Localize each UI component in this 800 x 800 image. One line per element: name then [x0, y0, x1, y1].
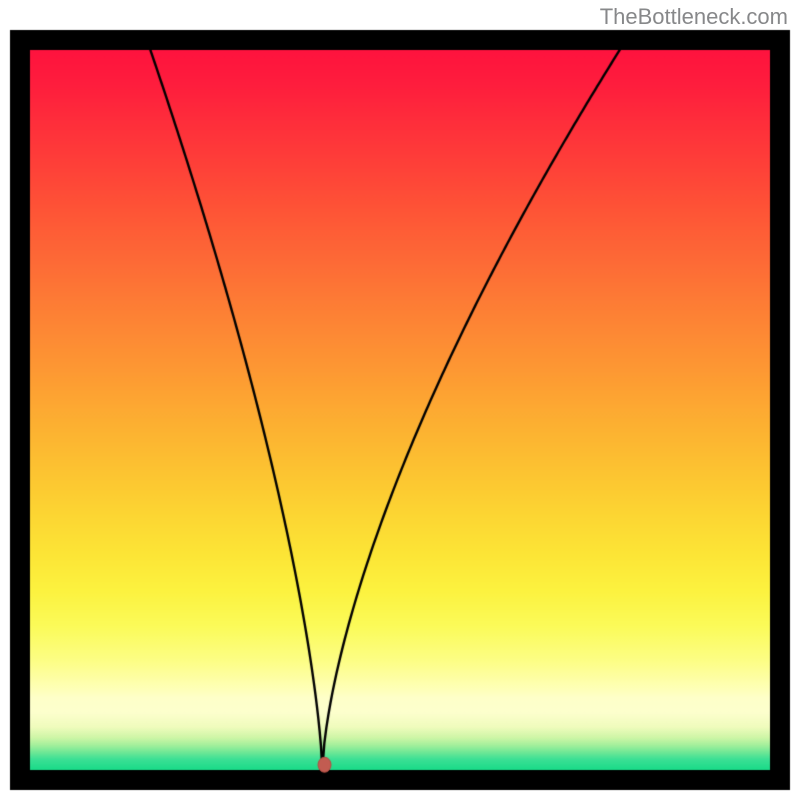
watermark-text: TheBottleneck.com	[600, 4, 788, 30]
chart-container: TheBottleneck.com	[0, 0, 800, 800]
bottleneck-curve-plot	[0, 0, 800, 800]
